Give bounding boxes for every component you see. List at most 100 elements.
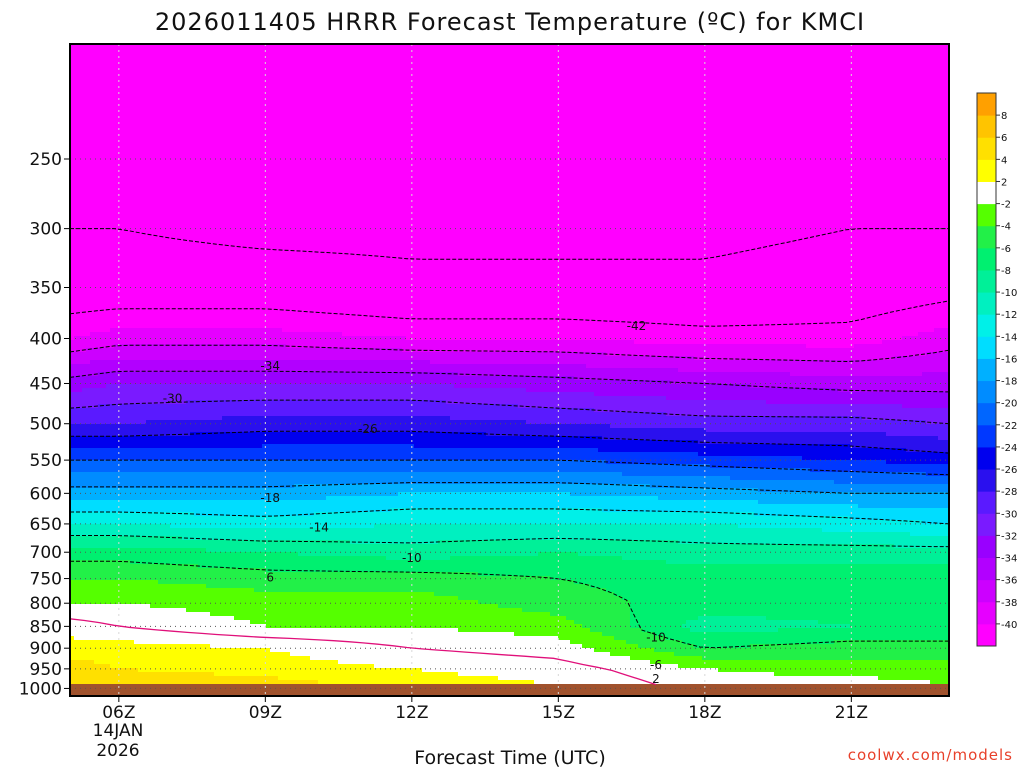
heat-cell	[130, 180, 135, 185]
heat-cell	[70, 452, 75, 457]
heat-cell	[162, 328, 167, 333]
heat-cell	[90, 560, 95, 565]
heat-cell	[182, 292, 187, 297]
heat-cell	[90, 288, 95, 293]
heat-cell	[150, 592, 155, 597]
heat-cell	[118, 504, 123, 509]
heat-cell	[146, 548, 151, 553]
heat-cell	[178, 320, 183, 325]
heat-cell	[106, 544, 111, 549]
heat-cell	[70, 500, 75, 505]
heat-cell	[134, 400, 139, 405]
heat-cell	[86, 644, 91, 649]
heat-cell	[182, 528, 187, 533]
heat-cell	[170, 48, 175, 53]
heat-cell	[134, 128, 139, 133]
heat-cell	[130, 492, 135, 497]
heat-cell	[126, 672, 131, 677]
heat-cell	[130, 584, 135, 589]
heat-cell	[110, 332, 115, 337]
heat-cell	[182, 152, 187, 157]
heat-cell	[126, 196, 131, 201]
heat-cell	[154, 76, 159, 81]
heat-cell	[78, 364, 83, 369]
heat-cell	[86, 360, 91, 365]
heat-cell	[162, 92, 167, 97]
heat-cell	[162, 136, 167, 141]
heat-cell	[94, 216, 99, 221]
heat-cell	[126, 656, 131, 661]
heat-cell	[74, 540, 79, 545]
heat-cell	[150, 412, 155, 417]
heat-cell	[118, 676, 123, 681]
heat-cell	[186, 148, 191, 153]
heat-cell	[126, 76, 131, 81]
heat-cell	[186, 620, 191, 625]
heat-cell	[110, 632, 115, 637]
heat-cell	[138, 136, 143, 141]
heat-cell	[122, 600, 127, 605]
heat-cell	[162, 184, 167, 189]
heat-cell	[94, 400, 99, 405]
heat-cell	[142, 92, 147, 97]
heat-cell	[82, 64, 87, 69]
heat-cell	[110, 364, 115, 369]
heat-cell	[126, 524, 131, 529]
heat-cell	[162, 352, 167, 357]
heat-cell	[186, 276, 191, 281]
heat-cell	[158, 392, 163, 397]
heat-cell	[190, 464, 195, 469]
heat-cell	[130, 232, 135, 237]
heat-cell	[110, 476, 115, 481]
heat-cell	[70, 656, 75, 661]
heat-cell	[174, 384, 179, 389]
heat-cell	[154, 496, 159, 501]
heat-cell	[166, 300, 171, 305]
heat-cell	[78, 128, 83, 133]
heat-cell	[74, 636, 79, 641]
heat-cell	[146, 616, 151, 621]
heat-cell	[102, 568, 107, 573]
heat-cell	[86, 408, 91, 413]
heat-cell	[106, 684, 111, 689]
heat-cell	[78, 560, 83, 565]
heat-cell	[110, 136, 115, 141]
heat-cell	[150, 72, 155, 77]
heat-cell	[74, 628, 79, 633]
heat-cell	[138, 472, 143, 477]
heat-cell	[166, 588, 171, 593]
heat-cell	[162, 300, 167, 305]
heat-cell	[186, 116, 191, 121]
heat-cell	[178, 548, 183, 553]
heat-cell	[178, 60, 183, 65]
heat-cell	[166, 584, 171, 589]
heat-cell	[94, 388, 99, 393]
heat-cell	[174, 496, 179, 501]
heat-cell	[162, 64, 167, 69]
heat-cell	[122, 544, 127, 549]
heat-cell	[126, 420, 131, 425]
heat-cell	[154, 432, 159, 437]
heat-cell	[158, 324, 163, 329]
heat-cell	[122, 84, 127, 89]
heat-cell	[174, 116, 179, 121]
heat-cell	[174, 108, 179, 113]
heat-cell	[186, 200, 191, 205]
heat-cell	[122, 188, 127, 193]
heat-cell	[134, 288, 139, 293]
heat-cell	[178, 452, 183, 457]
heat-cell	[166, 172, 171, 177]
heat-cell	[102, 216, 107, 221]
heat-cell	[106, 504, 111, 509]
heat-cell	[94, 684, 99, 689]
heat-cell	[162, 480, 167, 485]
heat-cell	[130, 688, 135, 693]
heat-cell	[90, 192, 95, 197]
heat-cell	[130, 80, 135, 85]
heat-cell	[158, 596, 163, 601]
heat-cell	[142, 632, 147, 637]
heat-cell	[162, 112, 167, 117]
heat-cell	[74, 608, 79, 613]
heat-cell	[122, 120, 127, 125]
heat-cell	[142, 656, 147, 661]
